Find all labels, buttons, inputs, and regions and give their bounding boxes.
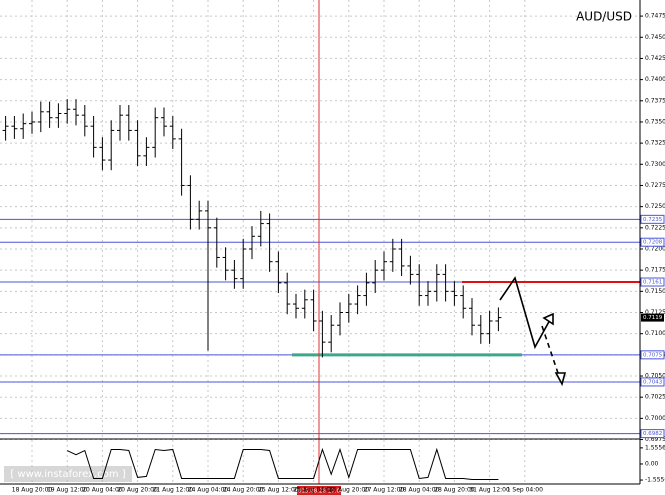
x-tick-label: 28 Aug 20:00 (434, 487, 475, 494)
y-tick-label: 0.7000 (645, 415, 665, 422)
y-tick-label: 0.7100 (645, 330, 665, 337)
x-tick-label: 18 Aug 20:00 (12, 487, 53, 494)
watermark: [ www.instaforex.com ] (4, 466, 132, 482)
level-label: 0.7075 (643, 352, 663, 358)
x-tick-label: 19 Aug 12:00 (47, 487, 88, 494)
indicator-tick-label: 0.00 (645, 460, 659, 467)
x-tick-label: 26 Aug 04:00 (293, 487, 334, 494)
y-tick-label: 0.7350 (645, 118, 665, 125)
current-price-box (641, 313, 664, 322)
x-tick-label: 24 Aug 04:00 (188, 487, 229, 494)
y-tick-label: 0.7275 (645, 182, 665, 189)
crosshair-label-box (297, 486, 341, 495)
x-tick-label: 1 Sep 04:00 (507, 487, 543, 494)
x-tick-label: 31 Aug 12:00 (469, 487, 510, 494)
indicator-line (66, 447, 499, 480)
level-box (640, 429, 665, 439)
x-tick-label: 28 Aug 04:00 (399, 487, 440, 494)
y-tick-label: 0.7450 (645, 34, 665, 41)
plot (0, 99, 640, 435)
level-box (640, 237, 665, 247)
x-tick-label: 20 Aug 04:00 (82, 487, 123, 494)
level-label: 0.7208 (643, 240, 663, 246)
x-tick-label: 24 Aug 20:00 (223, 487, 264, 494)
y-tick-label: 0.7300 (645, 161, 665, 168)
y-tick-label: 0.7375 (645, 97, 665, 104)
y-tick-label: 0.7475 (645, 13, 665, 20)
crosshair-label: 2015.08.26 17:00 (294, 489, 344, 495)
level-box (640, 214, 665, 224)
y-tick-label: 0.7025 (645, 394, 665, 401)
arrow-head (554, 372, 567, 387)
x-tick-label: 25 Aug 12:00 (258, 487, 299, 494)
level-box (640, 350, 665, 360)
level-label: 0.7043 (643, 379, 663, 385)
forecast-path (499, 276, 552, 350)
y-tick-label: 0.7250 (645, 203, 665, 210)
y-tick-label: 0.7050 (645, 373, 665, 380)
current-price-label: 0.7119 (643, 315, 663, 321)
y-tick-label: 0.7200 (645, 245, 665, 252)
level-box (640, 377, 665, 387)
level-label: 0.6982 (643, 431, 662, 437)
y-tick-label: 0.7425 (645, 55, 665, 62)
y-tick-label: 0.7400 (645, 76, 665, 83)
level-label: 0.7235 (643, 217, 663, 223)
chart-title: AUD/USD (576, 10, 632, 24)
y-tick-label: 0.7175 (645, 267, 665, 274)
x-tick-label: 26 Aug 20:00 (329, 487, 370, 494)
y-tick-label: 0.6975 (645, 436, 665, 443)
y-tick-label: 0.7225 (645, 224, 665, 231)
grid (0, 0, 640, 484)
y-tick-label: 0.7150 (645, 288, 665, 295)
indicator-tick-label: -1.5556 (645, 477, 665, 484)
x-tick-label: 21 Aug 12:00 (153, 487, 194, 494)
x-tick-label: 20 Aug 20:00 (117, 487, 158, 494)
level-label: 0.7161 (643, 280, 662, 286)
level-box (640, 277, 665, 287)
forecast-arrows (499, 276, 567, 387)
watermark-text: [ www.instaforex.com ] (10, 469, 125, 480)
indicator-tick-label: 1.5556 (645, 444, 665, 451)
y-tick-label: 0.7325 (645, 140, 665, 147)
arrow-head (542, 312, 554, 326)
y-tick-label: 0.7125 (645, 309, 665, 316)
x-tick-label: 27 Aug 12:00 (364, 487, 405, 494)
